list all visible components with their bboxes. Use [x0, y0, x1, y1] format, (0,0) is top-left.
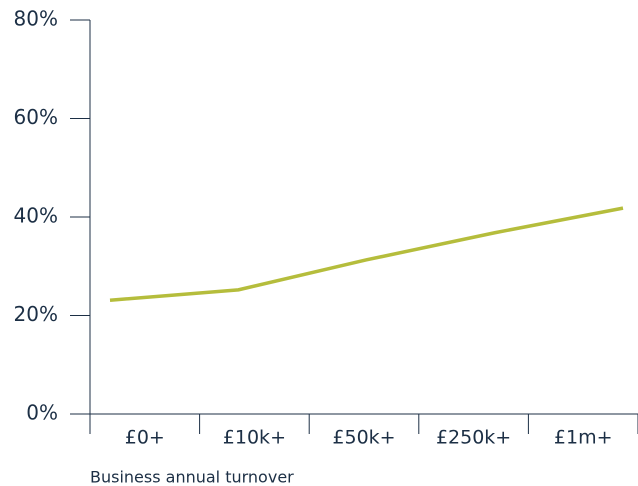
- x-tick-label: £0+: [125, 427, 165, 449]
- y-tick-label: 40%: [14, 204, 58, 228]
- line: [109, 206, 624, 302]
- y-tick-label: 20%: [14, 302, 58, 326]
- y-tick-label: 60%: [14, 105, 58, 129]
- x-tick-label: £10k+: [223, 427, 286, 449]
- x-axis-label: Business annual turnover: [90, 468, 294, 486]
- x-tick-label: £1m+: [554, 427, 613, 449]
- y-tick-label: 80%: [14, 7, 58, 31]
- x-tick-label: £50k+: [332, 427, 395, 449]
- y-tick-label: 0%: [26, 401, 58, 425]
- x-tick-label: £250k+: [436, 427, 511, 449]
